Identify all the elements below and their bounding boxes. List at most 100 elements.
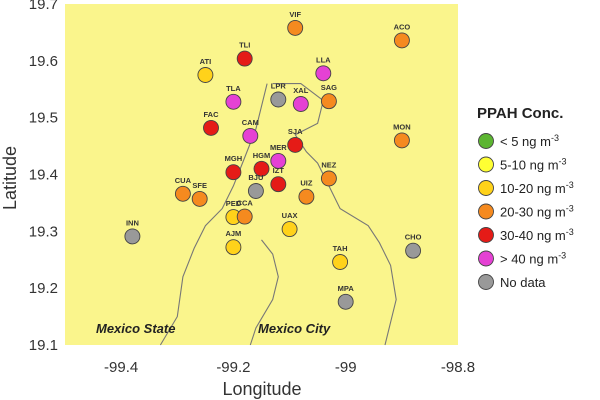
station-label: MON <box>393 122 411 131</box>
legend-entry: > 40 ng m-3 <box>478 251 566 267</box>
station-marker <box>270 152 287 169</box>
legend-entry: 30-40 ng m-3 <box>478 227 574 243</box>
x-tick-label: -99 <box>335 359 357 376</box>
legend-label: 5-10 ng m-3 <box>500 157 567 173</box>
station-marker <box>320 93 337 110</box>
station-marker <box>270 176 287 193</box>
station-label: XAL <box>293 86 308 95</box>
legend-entry: 20-30 ng m-3 <box>478 203 574 220</box>
legend-label: < 5 ng m-3 <box>500 133 559 149</box>
station-marker <box>287 19 304 36</box>
y-tick-label: 19.6 <box>29 53 58 70</box>
station-label: CCA <box>237 199 254 208</box>
station-marker <box>203 119 219 136</box>
y-axis-title: Latitude <box>0 146 20 210</box>
legend-swatch <box>478 274 494 290</box>
station-label: PED <box>226 199 242 208</box>
station-tli: TLI <box>236 41 253 67</box>
station-label: SJA <box>288 127 303 136</box>
station-label: BJU <box>248 173 263 182</box>
station-label: TLI <box>239 41 250 50</box>
station-label: UAX <box>282 211 298 220</box>
legend-label: 30-40 ng m-3 <box>500 227 574 243</box>
station-bju: BJU <box>247 173 264 199</box>
legend-swatch <box>478 133 494 149</box>
station-marker <box>281 221 298 238</box>
station-marker <box>393 132 410 149</box>
station-cam: CAM <box>242 118 259 144</box>
legend-swatch <box>478 203 494 220</box>
legend-entry: 10-20 ng m-3 <box>478 180 574 196</box>
station-label: CHO <box>405 233 422 242</box>
station-cho: CHO <box>405 233 422 259</box>
station-label: LLA <box>316 55 331 64</box>
legend-label: No data <box>500 275 546 290</box>
station-cua: CUA <box>175 176 192 202</box>
station-marker <box>393 32 410 49</box>
station-tah: TAH <box>332 244 349 270</box>
x-tick-label: -98.8 <box>441 359 475 376</box>
station-nez: NEZ <box>320 161 337 187</box>
legend-label: 20-30 ng m-3 <box>500 204 574 220</box>
station-cca: CCA <box>237 199 254 225</box>
legend: PPAH Conc. < 5 ng m-3 5-10 ng m-3 10-20 ng… <box>477 105 574 290</box>
station-ati: ATI <box>197 57 214 83</box>
station-marker <box>236 50 253 67</box>
station-mon: MON <box>393 122 411 149</box>
station-label: CAM <box>242 118 259 127</box>
station-lpr: LPR <box>270 82 287 108</box>
station-label: VIF <box>289 10 301 19</box>
station-mer: MER <box>270 143 287 169</box>
station-marker <box>315 65 332 82</box>
station-lla: LLA <box>315 55 332 82</box>
y-tick-label: 19.7 <box>29 0 58 13</box>
legend-entry: < 5 ng m-3 <box>478 133 559 149</box>
legend-entry: 5-10 ng m-3 <box>478 157 567 173</box>
station-marker <box>174 185 191 202</box>
station-marker <box>298 188 315 205</box>
station-uax: UAX <box>281 211 298 238</box>
x-tick-label: -99.4 <box>104 359 138 376</box>
station-mgh: MGH <box>225 154 242 181</box>
station-marker <box>124 228 141 245</box>
station-sfe: SFE <box>191 181 208 207</box>
station-label: TLA <box>226 84 241 93</box>
station-label: CUA <box>175 176 192 185</box>
legend-swatch <box>478 180 494 196</box>
station-uiz: UIZ <box>298 179 315 205</box>
station-label: MER <box>270 143 287 152</box>
station-marker <box>242 127 259 144</box>
station-label: HGM <box>253 151 271 160</box>
station-marker <box>191 190 208 207</box>
station-marker <box>332 254 349 270</box>
station-marker <box>270 91 287 108</box>
boundary-line <box>159 83 268 346</box>
station-sja: SJA <box>287 127 304 153</box>
boundary-line <box>249 239 279 346</box>
station-marker <box>337 293 354 310</box>
x-axis-title: Longitude <box>222 379 301 399</box>
station-marker <box>197 67 214 83</box>
station-mpa: MPA <box>337 284 354 310</box>
y-tick-label: 19.1 <box>29 337 58 354</box>
station-label: SFE <box>192 181 207 190</box>
station-sag: SAG <box>320 83 337 110</box>
y-tick-label: 19.5 <box>29 110 58 127</box>
station-label: NEZ <box>321 161 336 170</box>
station-label: UIZ <box>300 179 313 188</box>
station-marker <box>225 239 242 256</box>
station-izt: IZT <box>270 166 287 193</box>
y-tick-label: 19.2 <box>29 280 58 297</box>
station-marker <box>247 183 264 199</box>
axes: -99.4 -99.2 -99 -98.8 19.1 19.2 19.3 19.4 19.5 19… <box>29 0 475 376</box>
station-label: ACO <box>394 22 411 31</box>
station-label: ATI <box>200 57 212 66</box>
region-label-mexico-state: Mexico State <box>96 321 175 336</box>
station-fac: FAC <box>203 110 220 136</box>
station-label: FAC <box>204 110 220 119</box>
y-tick-label: 19.4 <box>29 167 58 184</box>
legend-label: > 40 ng m-3 <box>500 251 566 267</box>
station-ajm: AJM <box>225 229 242 256</box>
station-hgm: HGM <box>253 151 271 177</box>
